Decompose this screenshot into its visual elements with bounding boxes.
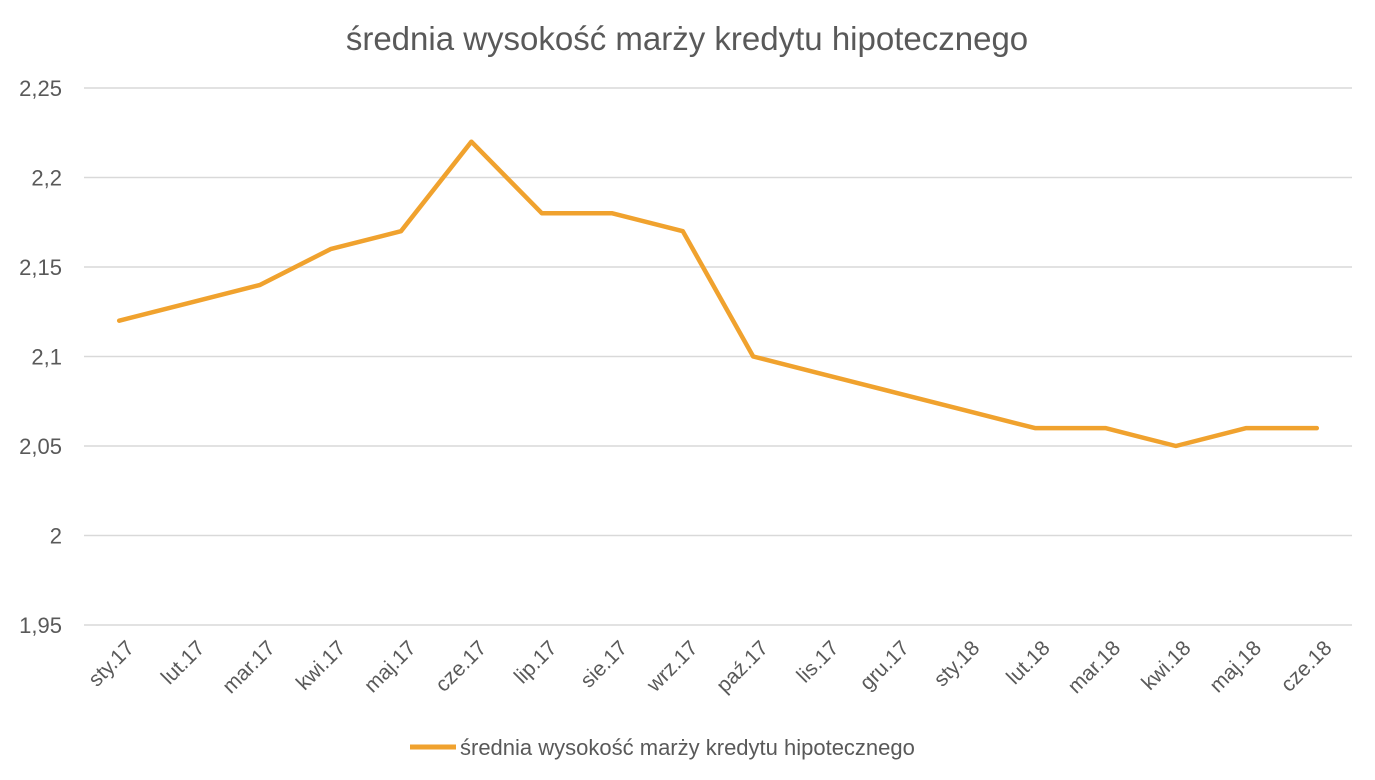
y-tick-label: 2,15 bbox=[19, 255, 62, 280]
x-tick-label: paź.17 bbox=[712, 636, 773, 697]
legend: średnia wysokość marży kredytu hipoteczn… bbox=[410, 735, 915, 760]
y-tick-label: 2,25 bbox=[19, 76, 62, 101]
x-tick-label: maj.18 bbox=[1205, 636, 1266, 697]
x-tick-label: lip.17 bbox=[510, 636, 562, 688]
x-axis-tick-labels: sty.17 lut.17 mar.17 kwi.17 maj.17 cze.17 lip.… bbox=[84, 636, 1336, 698]
y-axis-tick-labels: 2,25 2,2 2,15 2,1 2,05 2 1,95 bbox=[19, 76, 62, 638]
x-tick-label: gru.17 bbox=[855, 636, 913, 694]
series-lines bbox=[116, 139, 1320, 449]
x-tick-label: mar.18 bbox=[1064, 636, 1126, 698]
y-tick-label: 2,05 bbox=[19, 434, 62, 459]
x-tick-label: kwi.17 bbox=[292, 636, 350, 694]
x-tick-label: maj.17 bbox=[360, 636, 421, 697]
x-tick-label: wrz.17 bbox=[642, 636, 703, 697]
x-tick-label: mar.17 bbox=[218, 636, 280, 698]
series-line bbox=[116, 139, 1320, 449]
y-tick-label: 2,2 bbox=[31, 166, 62, 191]
gridlines bbox=[84, 87, 1352, 626]
x-tick-label: lut.17 bbox=[157, 636, 210, 689]
x-tick-label: lut.18 bbox=[1002, 636, 1055, 689]
x-tick-label: sty.18 bbox=[929, 636, 984, 691]
y-tick-label: 2,1 bbox=[31, 345, 62, 370]
x-tick-label: cze.17 bbox=[431, 636, 491, 696]
x-tick-label: sty.17 bbox=[84, 636, 139, 691]
chart-title: średnia wysokość marży kredytu hipoteczn… bbox=[346, 20, 1028, 57]
x-tick-label: lis.17 bbox=[792, 636, 843, 687]
x-tick-label: cze.18 bbox=[1276, 636, 1336, 696]
y-tick-label: 2 bbox=[50, 524, 62, 549]
legend-label: średnia wysokość marży kredytu hipoteczn… bbox=[460, 735, 915, 760]
x-tick-label: sie.17 bbox=[576, 636, 632, 692]
x-tick-label: kwi.18 bbox=[1137, 636, 1195, 694]
y-tick-label: 1,95 bbox=[19, 613, 62, 638]
